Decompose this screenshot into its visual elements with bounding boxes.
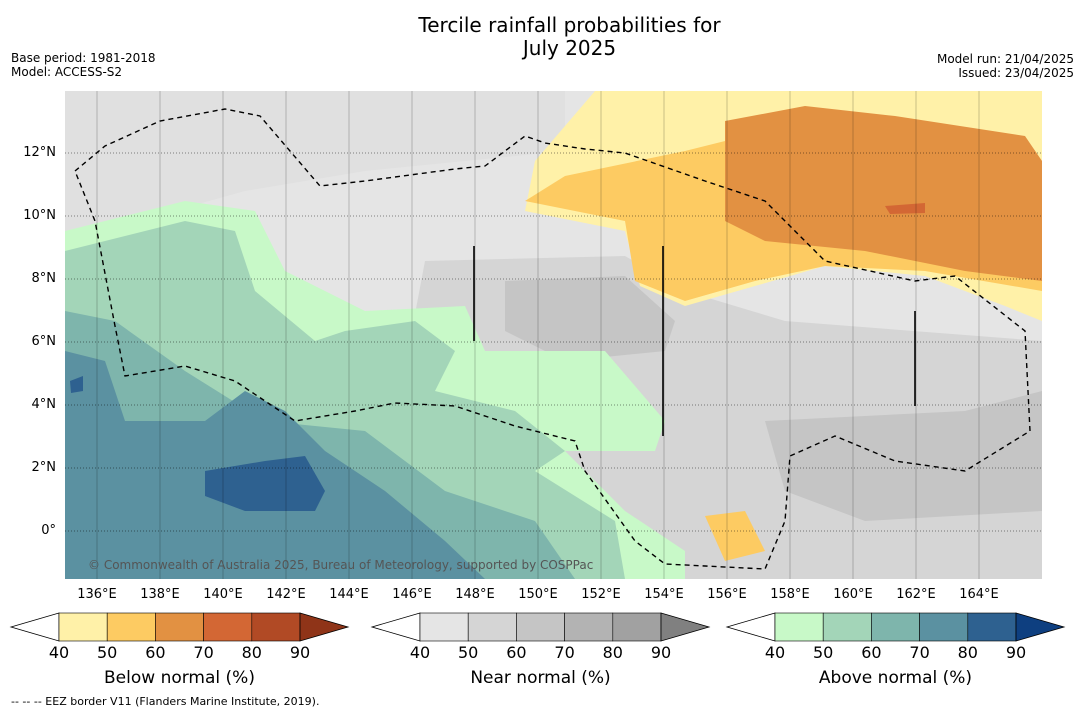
lon-tick: 150°E bbox=[518, 587, 558, 602]
lon-tick: 144°E bbox=[329, 587, 369, 602]
colorbar-label: Above normal (%) bbox=[818, 668, 973, 688]
lon-tick: 146°E bbox=[392, 587, 432, 602]
model-run: Model run: 21/04/2025 bbox=[936, 52, 1074, 66]
eez-footnote: -- -- -- EEZ border V11 (Flanders Marine… bbox=[11, 695, 320, 708]
colorbar-tick: 80 bbox=[241, 643, 262, 662]
below-normal-70 bbox=[885, 203, 925, 214]
colorbar-tick: 70 bbox=[554, 643, 575, 662]
colorbar-label: Below normal (%) bbox=[104, 668, 255, 688]
lon-tick: 136°E bbox=[77, 587, 117, 602]
colorbar-segment bbox=[58, 612, 108, 642]
map-title: Tercile rainfall probabilities for July … bbox=[0, 14, 1085, 60]
base-period: Base period: 1981-2018 bbox=[11, 51, 156, 65]
colorbar-tick: 60 bbox=[145, 643, 166, 662]
eez-border bbox=[74, 108, 1031, 570]
colorbar-segment bbox=[251, 612, 301, 642]
lat-tick: 2°N bbox=[31, 460, 57, 475]
lon-tick: 152°E bbox=[581, 587, 621, 602]
lat-tick: 0° bbox=[41, 523, 56, 538]
near-normal-60 bbox=[505, 276, 675, 361]
colorbar-segment bbox=[822, 612, 872, 642]
colorbar-tick: 40 bbox=[409, 643, 431, 662]
model-name: Model: ACCESS-S2 bbox=[11, 65, 123, 79]
lon-tick: 154°E bbox=[644, 587, 684, 602]
colorbar-segment bbox=[919, 612, 969, 642]
above-normal-80b bbox=[70, 376, 83, 393]
lon-tick: 140°E bbox=[203, 587, 243, 602]
colorbar-min-arrow bbox=[370, 612, 421, 642]
colorbar-max-arrow bbox=[299, 612, 350, 642]
lat-tick: 8°N bbox=[31, 271, 57, 286]
near-normal-60b bbox=[765, 391, 1042, 521]
colorbar-tick: 90 bbox=[1005, 643, 1027, 662]
colorbar-tick: 90 bbox=[650, 643, 672, 662]
island-markers bbox=[473, 246, 916, 436]
colorbar-max-arrow bbox=[660, 612, 711, 642]
colorbar-segment bbox=[419, 612, 469, 642]
colorbar-segment bbox=[967, 612, 1017, 642]
colorbar-label: Near normal (%) bbox=[470, 668, 611, 688]
below-normal-60 bbox=[725, 106, 1042, 281]
copyright-text: © Commonwealth of Australia 2025, Bureau… bbox=[88, 558, 593, 572]
colorbar-segment bbox=[467, 612, 517, 642]
colorbar-tick: 40 bbox=[48, 643, 70, 662]
lon-gridlines bbox=[96, 91, 980, 579]
lon-tick: 164°E bbox=[959, 587, 999, 602]
colorbar-segment bbox=[871, 612, 920, 642]
below-normal-patch bbox=[705, 511, 765, 561]
lat-tick: 4°N bbox=[31, 397, 57, 412]
rainfall-map: © Commonwealth of Australia 2025, Bureau… bbox=[65, 91, 1042, 579]
colorbar-segment bbox=[516, 612, 565, 642]
lon-tick: 160°E bbox=[833, 587, 873, 602]
title-line-2: July 2025 bbox=[522, 36, 617, 60]
lon-tick: 158°E bbox=[770, 587, 810, 602]
colorbar-tick: 80 bbox=[602, 643, 623, 662]
colorbar-tick: 90 bbox=[289, 643, 311, 662]
lon-tick: 162°E bbox=[896, 587, 936, 602]
meta-left: Base period: 1981-2018 Model: ACCESS-S2 bbox=[11, 51, 156, 79]
colorbar-segment bbox=[612, 612, 662, 642]
title-line-1: Tercile rainfall probabilities for bbox=[418, 13, 721, 37]
colorbar-min-arrow bbox=[725, 612, 776, 642]
colorbars bbox=[9, 612, 1066, 642]
colorbar-tick: 40 bbox=[764, 643, 786, 662]
colorbar-tick: 50 bbox=[97, 643, 118, 662]
colorbar-tick: 70 bbox=[909, 643, 930, 662]
colorbar-tick: 50 bbox=[458, 643, 479, 662]
colorbar-min-arrow bbox=[9, 612, 60, 642]
colorbar-segment bbox=[564, 612, 614, 642]
colorbar-max-arrow bbox=[1015, 612, 1066, 642]
lat-tick: 10°N bbox=[23, 208, 56, 223]
lon-tick: 156°E bbox=[707, 587, 747, 602]
lon-tick: 138°E bbox=[140, 587, 180, 602]
colorbar-segment bbox=[774, 612, 824, 642]
colorbar-segment bbox=[106, 612, 156, 642]
lat-tick: 12°N bbox=[23, 145, 56, 160]
above-normal-80 bbox=[205, 456, 325, 511]
colorbar-segment bbox=[155, 612, 204, 642]
colorbar-tick: 80 bbox=[957, 643, 978, 662]
lat-gridlines bbox=[65, 152, 1042, 532]
lat-tick: 6°N bbox=[31, 334, 57, 349]
colorbar-tick: 60 bbox=[861, 643, 882, 662]
colorbar-tick: 70 bbox=[193, 643, 214, 662]
issued-date: Issued: 23/04/2025 bbox=[958, 66, 1074, 80]
lon-tick: 142°E bbox=[266, 587, 306, 602]
colorbar-tick: 50 bbox=[813, 643, 834, 662]
lon-tick: 148°E bbox=[455, 587, 495, 602]
colorbar-tick: 60 bbox=[506, 643, 527, 662]
colorbar-segment bbox=[203, 612, 253, 642]
meta-right: Model run: 21/04/2025 Issued: 23/04/2025 bbox=[937, 52, 1074, 80]
